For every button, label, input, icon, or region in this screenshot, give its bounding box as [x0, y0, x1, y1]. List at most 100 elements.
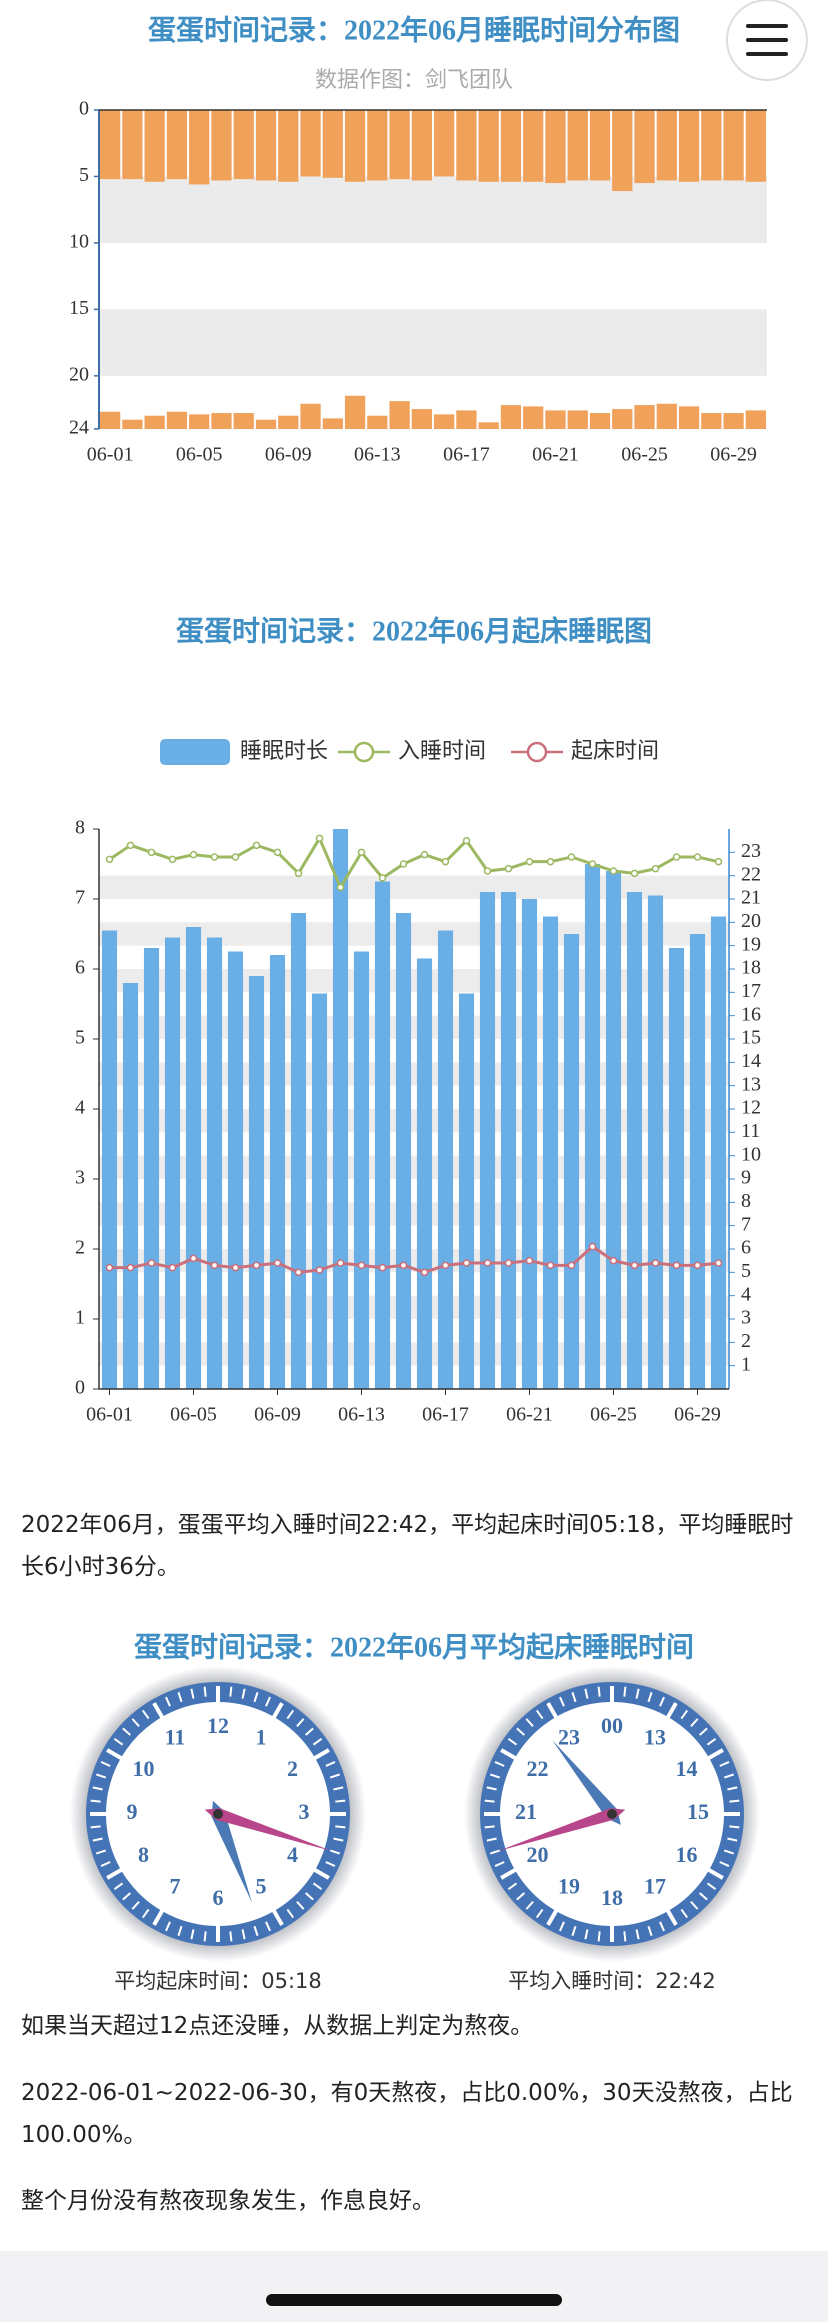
split-area: [99, 309, 767, 376]
clock-tick: [190, 1688, 195, 1699]
clock-number: 9: [127, 1799, 138, 1824]
y2-tick-label: 18: [741, 957, 761, 979]
bar: [367, 110, 388, 181]
clock-tick: [597, 1931, 601, 1942]
clock-tick: [486, 1837, 497, 1842]
clock-tick: [494, 1861, 505, 1867]
y-tick-label: 0: [79, 98, 89, 120]
clock-tick: [494, 1761, 505, 1767]
menu-button[interactable]: [726, 0, 808, 81]
clock-tick: [706, 1748, 724, 1761]
point: [630, 1261, 639, 1270]
bar: [523, 110, 544, 182]
y2-tick-label: 2: [741, 1330, 751, 1352]
clock-tick: [241, 1688, 246, 1699]
bar: [723, 110, 744, 181]
point: [546, 857, 555, 866]
clock-tick: [271, 1908, 284, 1926]
clock-tick: [571, 1691, 577, 1703]
y2-tick-label: 17: [741, 980, 761, 1002]
clock-tick: [122, 1892, 131, 1901]
clock-tick: [500, 1867, 518, 1880]
clock-tick: [312, 1867, 330, 1880]
bar: [233, 110, 254, 180]
clock-tick: [535, 1908, 544, 1919]
y2-tick-label: 14: [741, 1050, 761, 1072]
bar: [211, 413, 232, 429]
point: [126, 1263, 135, 1272]
legend-swatch: [160, 739, 230, 765]
x-tick-label: 06-09: [254, 1404, 301, 1426]
bar: [322, 110, 343, 178]
clock-tick: [665, 1702, 678, 1720]
bar: [521, 899, 538, 1389]
clock-tick: [92, 1837, 103, 1842]
bar: [189, 414, 210, 429]
point: [336, 1259, 345, 1267]
legend-label: 睡眠时长: [240, 739, 328, 764]
clock-tick: [271, 1702, 284, 1720]
clock-tick: [113, 1882, 124, 1891]
bar: [278, 415, 299, 429]
clock-number: 8: [138, 1842, 149, 1867]
clock-number: 4: [287, 1842, 298, 1867]
clock-tick: [516, 1892, 525, 1901]
bar: [701, 413, 722, 429]
clock-tick: [516, 1727, 525, 1736]
clock-tick: [325, 1861, 336, 1867]
clock-tick: [152, 1908, 165, 1926]
clock-tick: [305, 1727, 314, 1736]
point: [651, 1259, 660, 1267]
bar: [656, 110, 677, 181]
clock-number: 00: [601, 1713, 623, 1738]
bar: [745, 410, 766, 429]
clock-tick: [719, 1861, 730, 1867]
y-tick-label: 5: [75, 1027, 85, 1049]
clock-tick: [95, 1773, 107, 1779]
legend-label: 起床时间: [571, 739, 659, 764]
bar: [122, 419, 143, 429]
y-tick-label: 6: [75, 957, 85, 979]
bar: [166, 411, 188, 429]
clock-tick: [312, 1748, 330, 1761]
bar: [290, 913, 307, 1389]
point: [462, 836, 471, 845]
chart-subtitle: 数据作图：剑飞团队: [315, 68, 513, 93]
bar: [206, 937, 223, 1389]
bar: [255, 110, 277, 181]
bar: [395, 913, 412, 1389]
clock-tick: [286, 1709, 295, 1720]
point: [210, 853, 219, 861]
clock-number: 15: [687, 1799, 709, 1824]
clock-tick: [727, 1837, 738, 1842]
clock-number: 16: [675, 1842, 697, 1867]
legend-swatch: [353, 741, 375, 763]
clock-tick: [484, 1799, 495, 1803]
point: [399, 860, 408, 868]
bar: [344, 110, 366, 182]
point: [462, 1259, 471, 1267]
clock-tick: [131, 1718, 140, 1727]
clock-tick: [253, 1925, 259, 1937]
bar: [143, 948, 160, 1389]
bar: [389, 401, 410, 429]
point: [357, 848, 366, 857]
bar: [589, 413, 611, 429]
point: [231, 1263, 240, 1272]
bar: [374, 881, 391, 1389]
bar: [300, 110, 321, 177]
bar: [634, 405, 655, 429]
clock-tick: [100, 1761, 111, 1767]
bar: [458, 993, 475, 1389]
bar: [456, 410, 477, 429]
clock-tick: [106, 1748, 124, 1761]
point: [168, 855, 177, 864]
clock-tick: [122, 1727, 131, 1736]
bar: [500, 405, 522, 429]
bar: [542, 916, 559, 1389]
clock-tick: [296, 1718, 305, 1727]
y2-tick-label: 20: [741, 910, 761, 932]
bottom-bar: [0, 2251, 828, 2322]
bar: [367, 415, 388, 429]
point: [714, 1259, 723, 1267]
